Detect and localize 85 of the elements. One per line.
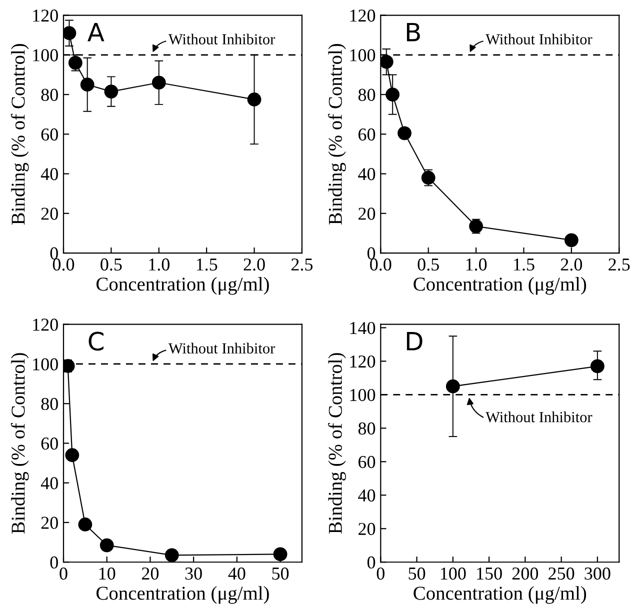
x-tick-label: 100	[440, 568, 466, 580]
point	[64, 26, 76, 40]
y-tick-label: 20	[358, 208, 376, 220]
x-axis-title: Concentration (μg/ml)	[96, 586, 269, 604]
x-tick-label: 2.5	[608, 258, 630, 271]
y-tick-label: 120	[33, 318, 58, 331]
y-tick-label: 80	[41, 398, 58, 410]
x-tick-label: 20	[142, 568, 159, 580]
point	[104, 84, 118, 98]
x-tick-label: 0	[60, 568, 68, 580]
chart-title: B	[406, 22, 420, 42]
y-tick-label: 100	[350, 388, 376, 402]
y-tick-label: 40	[40, 477, 58, 490]
chart-title: D	[406, 332, 422, 350]
x-tick-label: 150	[477, 568, 502, 580]
y-tick-label: 120	[350, 10, 376, 22]
x-tick-label: 2.5	[291, 258, 313, 271]
y-tick-label: 100	[33, 49, 58, 62]
y-tick-label: 60	[358, 456, 376, 468]
x-tick-label: 1.5	[196, 258, 218, 271]
y-tick-label: 20	[358, 522, 376, 536]
point	[273, 547, 288, 562]
x-tick-label: 2.0	[244, 258, 265, 271]
y-axis-title: Binding (% of Control)	[10, 44, 29, 225]
point	[80, 78, 94, 92]
y-tick-label: 120	[350, 355, 376, 368]
chart-title: A	[88, 22, 104, 42]
legend-label: Without Inhibitor	[486, 412, 592, 422]
y-tick-label: 0	[367, 556, 376, 569]
y-tick-label: 140	[350, 322, 376, 334]
y-tick-label: 60	[358, 128, 376, 141]
y-axis-title: Binding (% of Control)	[328, 44, 346, 225]
x-tick-label: 0.5	[418, 258, 439, 271]
point	[100, 538, 114, 552]
x-tick-label: 0.0	[370, 258, 392, 271]
y-tick-label: 40	[40, 168, 58, 180]
y-axis-title: Binding (% of Control)	[10, 353, 29, 534]
y-axis-title: Binding (% of Control)	[328, 353, 346, 534]
x-tick-label: 200	[512, 568, 538, 580]
y-tick-label: 120	[33, 10, 58, 22]
x-tick-label: 30	[185, 568, 202, 580]
y-tick-label: 20	[41, 208, 58, 220]
point	[164, 548, 179, 562]
point	[386, 88, 400, 102]
y-tick-label: 40	[358, 489, 376, 502]
y-tick-label: 80	[358, 88, 376, 101]
y-tick-label: 60	[41, 438, 58, 450]
y-tick-label: 0	[50, 247, 58, 260]
x-axis-title: Concentration (μg/ml)	[414, 277, 586, 295]
x-tick-label: 2.0	[560, 258, 582, 271]
x-axis-title: Concentration (μg/ml)	[96, 277, 269, 295]
y-tick-label: 0	[367, 247, 376, 260]
legend-label: Without Inhibitor	[168, 342, 276, 354]
legend-label: Without Inhibitor	[486, 34, 592, 45]
x-tick-label: 10	[99, 568, 116, 580]
x-tick-label: 1.5	[514, 258, 534, 271]
x-tick-label: 1.0	[149, 258, 170, 271]
point	[247, 92, 262, 106]
point	[398, 126, 412, 140]
chart-title: C	[88, 332, 104, 351]
point	[564, 233, 578, 248]
x-tick-label: 250	[548, 568, 574, 580]
x-tick-label: 300	[584, 568, 610, 580]
y-tick-label: 20	[41, 516, 58, 529]
x-tick-label: 50	[408, 568, 426, 580]
point	[78, 518, 92, 532]
point	[152, 76, 166, 90]
x-tick-label: 0	[376, 568, 384, 580]
y-tick-label: 80	[358, 422, 376, 435]
point	[380, 54, 394, 69]
y-tick-label: 100	[350, 49, 376, 62]
point	[65, 448, 80, 462]
x-tick-label: 1.0	[466, 258, 487, 271]
x-tick-label: 0.0	[52, 258, 74, 271]
x-tick-label: 50	[272, 568, 289, 580]
y-tick-label: 100	[33, 358, 58, 370]
y-tick-label: 80	[41, 88, 58, 101]
x-axis-title: Concentration (μg/ml)	[414, 586, 586, 604]
y-tick-label: 0	[50, 556, 58, 569]
y-tick-label: 60	[41, 128, 58, 141]
x-tick-label: 40	[228, 568, 246, 580]
y-tick-label: 40	[358, 168, 376, 180]
x-tick-label: 0.5	[100, 258, 122, 271]
legend-label: Without Inhibitor	[168, 34, 276, 45]
point	[421, 170, 436, 185]
